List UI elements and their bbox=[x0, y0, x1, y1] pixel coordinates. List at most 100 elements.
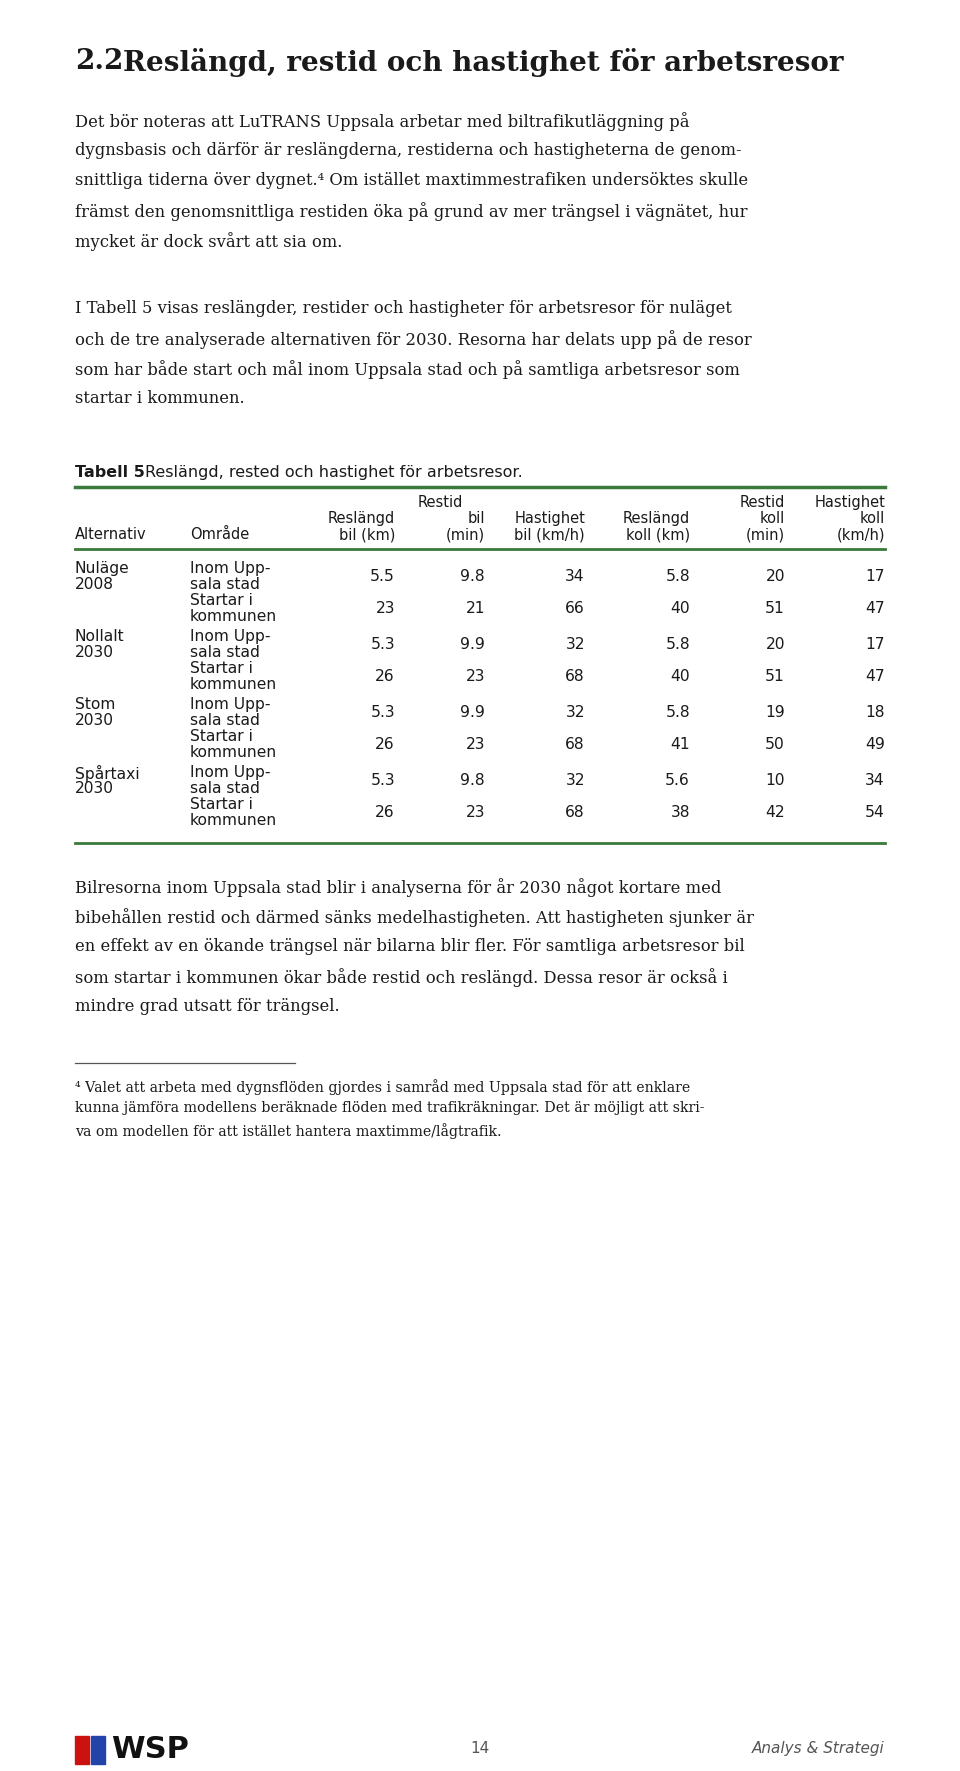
Text: Restid: Restid bbox=[418, 496, 463, 510]
Text: mindre grad utsatt för trängsel.: mindre grad utsatt för trängsel. bbox=[75, 999, 340, 1015]
Text: koll: koll bbox=[860, 512, 885, 526]
Text: 68: 68 bbox=[565, 737, 585, 753]
Text: 21: 21 bbox=[466, 600, 485, 616]
Text: 5.3: 5.3 bbox=[371, 638, 395, 652]
Text: 17: 17 bbox=[865, 638, 885, 652]
Text: 68: 68 bbox=[565, 806, 585, 820]
Text: 20: 20 bbox=[765, 638, 785, 652]
Text: Tabell 5: Tabell 5 bbox=[75, 466, 145, 480]
Text: I Tabell 5 visas reslängder, restider och hastigheter för arbetsresor för nuläge: I Tabell 5 visas reslängder, restider oc… bbox=[75, 299, 732, 317]
Text: 34: 34 bbox=[565, 568, 585, 584]
Text: 66: 66 bbox=[565, 600, 585, 616]
Text: 47: 47 bbox=[865, 669, 885, 684]
Text: snittliga tiderna över dygnet.⁴ Om istället maxtimmestrafiken undersöktes skulle: snittliga tiderna över dygnet.⁴ Om istäl… bbox=[75, 172, 748, 189]
Text: Inom Upp-: Inom Upp- bbox=[190, 765, 271, 779]
Text: 47: 47 bbox=[865, 600, 885, 616]
Text: kunna jämföra modellens beräknade flöden med trafikräkningar. Det är möjligt att: kunna jämföra modellens beräknade flöden… bbox=[75, 1102, 705, 1116]
Text: 19: 19 bbox=[765, 705, 785, 721]
Text: 5.3: 5.3 bbox=[371, 772, 395, 788]
Text: Område: Område bbox=[190, 528, 250, 542]
Text: sala stad: sala stad bbox=[190, 577, 260, 592]
Text: Spårtaxi: Spårtaxi bbox=[75, 765, 139, 783]
Text: dygnsbasis och därför är reslängderna, restiderna och hastigheterna de genom-: dygnsbasis och därför är reslängderna, r… bbox=[75, 142, 742, 159]
Text: va om modellen för att istället hantera maxtimme/lågtrafik.: va om modellen för att istället hantera … bbox=[75, 1123, 502, 1139]
Text: bil (km): bil (km) bbox=[339, 528, 395, 542]
Text: Startar i: Startar i bbox=[190, 730, 252, 744]
Text: 10: 10 bbox=[765, 772, 785, 788]
Text: 2008: 2008 bbox=[75, 577, 114, 592]
Text: 20: 20 bbox=[765, 568, 785, 584]
Text: bibehållen restid och därmed sänks medelhastigheten. Att hastigheten sjunker är: bibehållen restid och därmed sänks medel… bbox=[75, 909, 754, 926]
Text: kommunen: kommunen bbox=[190, 677, 277, 692]
Text: 32: 32 bbox=[565, 772, 585, 788]
Text: startar i kommunen.: startar i kommunen. bbox=[75, 390, 245, 407]
Text: Startar i: Startar i bbox=[190, 661, 252, 677]
Polygon shape bbox=[91, 1736, 105, 1764]
Text: 38: 38 bbox=[670, 806, 690, 820]
Text: Startar i: Startar i bbox=[190, 593, 252, 607]
Text: 54: 54 bbox=[865, 806, 885, 820]
Text: och de tre analyserade alternativen för 2030. Resorna har delats upp på de resor: och de tre analyserade alternativen för … bbox=[75, 329, 752, 349]
Text: (km/h): (km/h) bbox=[836, 528, 885, 542]
Text: Stom: Stom bbox=[75, 698, 115, 712]
Text: 9.9: 9.9 bbox=[460, 638, 485, 652]
Text: Nollalt: Nollalt bbox=[75, 629, 125, 645]
Text: koll: koll bbox=[759, 512, 785, 526]
Text: 40: 40 bbox=[670, 669, 690, 684]
Text: koll (km): koll (km) bbox=[626, 528, 690, 542]
Text: Det bör noteras att LuTRANS Uppsala arbetar med biltrafikutläggning på: Det bör noteras att LuTRANS Uppsala arbe… bbox=[75, 112, 689, 131]
Text: Inom Upp-: Inom Upp- bbox=[190, 698, 271, 712]
Text: 49: 49 bbox=[865, 737, 885, 753]
Text: Alternativ: Alternativ bbox=[75, 528, 147, 542]
Text: 9.8: 9.8 bbox=[461, 568, 485, 584]
Text: kommunen: kommunen bbox=[190, 813, 277, 829]
Text: 5.5: 5.5 bbox=[371, 568, 395, 584]
Text: sala stad: sala stad bbox=[190, 645, 260, 661]
Text: Inom Upp-: Inom Upp- bbox=[190, 629, 271, 645]
Text: 5.6: 5.6 bbox=[665, 772, 690, 788]
Text: 32: 32 bbox=[565, 638, 585, 652]
Text: 51: 51 bbox=[765, 669, 785, 684]
Text: WSP: WSP bbox=[111, 1736, 189, 1764]
Text: Reslängd, restid och hastighet för arbetsresor: Reslängd, restid och hastighet för arbet… bbox=[123, 48, 844, 76]
Text: 26: 26 bbox=[375, 737, 395, 753]
Text: Restid: Restid bbox=[739, 496, 785, 510]
Text: bil: bil bbox=[468, 512, 485, 526]
Text: Nuläge: Nuläge bbox=[75, 561, 130, 576]
Text: som startar i kommunen ökar både restid och reslängd. Dessa resor är också i: som startar i kommunen ökar både restid … bbox=[75, 969, 728, 986]
Text: sala stad: sala stad bbox=[190, 714, 260, 728]
Text: 26: 26 bbox=[375, 669, 395, 684]
Text: Startar i: Startar i bbox=[190, 797, 252, 811]
Text: Reslängd, rested och hastighet för arbetsresor.: Reslängd, rested och hastighet för arbet… bbox=[145, 466, 523, 480]
Text: 23: 23 bbox=[375, 600, 395, 616]
Text: 14: 14 bbox=[470, 1741, 490, 1757]
Text: 9.9: 9.9 bbox=[460, 705, 485, 721]
Text: 26: 26 bbox=[375, 806, 395, 820]
Text: mycket är dock svårt att sia om.: mycket är dock svårt att sia om. bbox=[75, 232, 343, 251]
Text: 40: 40 bbox=[670, 600, 690, 616]
Text: 2.2: 2.2 bbox=[75, 48, 124, 74]
Text: Analys & Strategi: Analys & Strategi bbox=[753, 1741, 885, 1757]
Text: 5.8: 5.8 bbox=[665, 638, 690, 652]
Text: Reslängd: Reslängd bbox=[623, 512, 690, 526]
Text: kommunen: kommunen bbox=[190, 746, 277, 760]
Text: 5.3: 5.3 bbox=[371, 705, 395, 721]
Text: Bilresorna inom Uppsala stad blir i analyserna för år 2030 något kortare med: Bilresorna inom Uppsala stad blir i anal… bbox=[75, 878, 721, 896]
Text: ⁴ Valet att arbeta med dygnsflöden gjordes i samråd med Uppsala stad för att enk: ⁴ Valet att arbeta med dygnsflöden gjord… bbox=[75, 1079, 690, 1094]
Text: främst den genomsnittliga restiden öka på grund av mer trängsel i vägnätet, hur: främst den genomsnittliga restiden öka p… bbox=[75, 202, 748, 221]
Text: 23: 23 bbox=[466, 669, 485, 684]
Text: Hastighet: Hastighet bbox=[515, 512, 585, 526]
Text: Inom Upp-: Inom Upp- bbox=[190, 561, 271, 576]
Text: Hastighet: Hastighet bbox=[814, 496, 885, 510]
Text: 23: 23 bbox=[466, 737, 485, 753]
Text: 68: 68 bbox=[565, 669, 585, 684]
Text: 2030: 2030 bbox=[75, 645, 114, 661]
Text: 42: 42 bbox=[765, 806, 785, 820]
Text: 23: 23 bbox=[466, 806, 485, 820]
Text: (min): (min) bbox=[746, 528, 785, 542]
Text: 2030: 2030 bbox=[75, 714, 114, 728]
Text: kommunen: kommunen bbox=[190, 609, 277, 623]
Text: 5.8: 5.8 bbox=[665, 705, 690, 721]
Text: 17: 17 bbox=[865, 568, 885, 584]
Text: en effekt av en ökande trängsel när bilarna blir fler. För samtliga arbetsresor : en effekt av en ökande trängsel när bila… bbox=[75, 939, 745, 955]
